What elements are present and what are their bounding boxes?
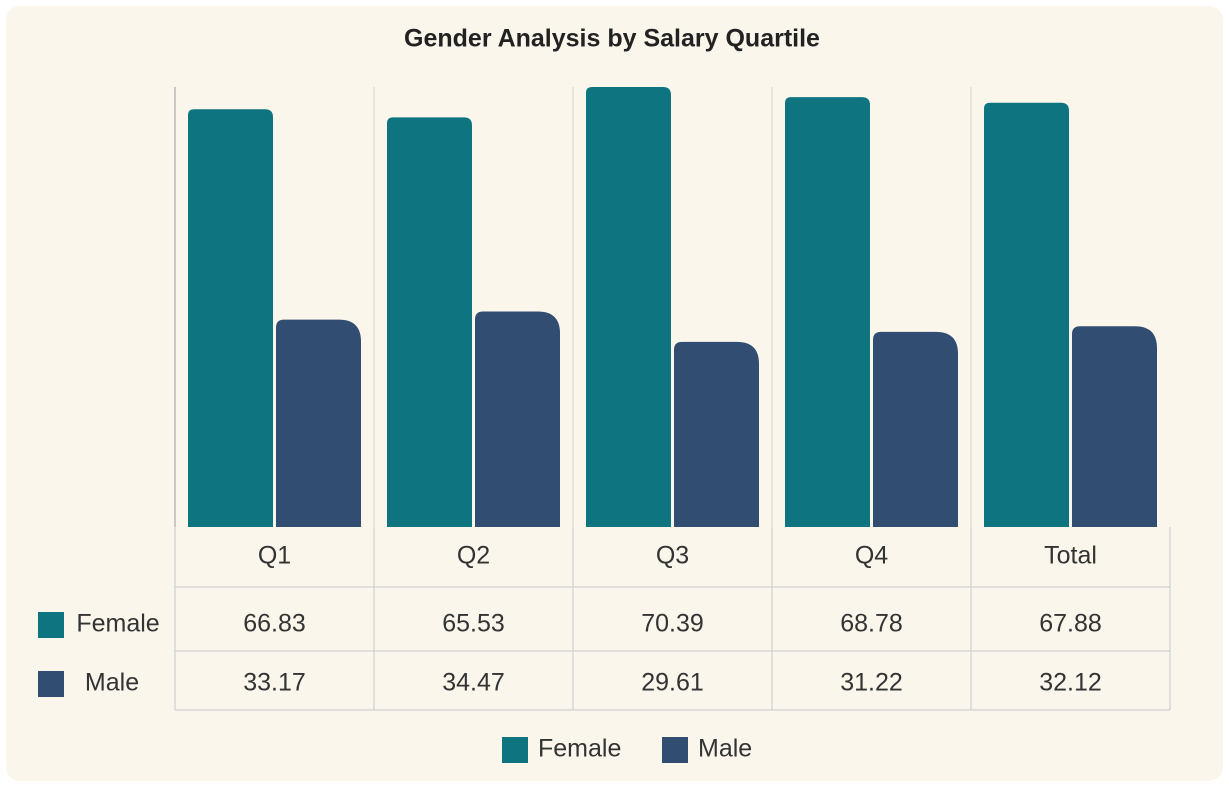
table-value: 34.47 xyxy=(442,669,505,697)
bar xyxy=(188,109,273,527)
chart-title: Gender Analysis by Salary Quartile xyxy=(404,25,820,53)
table-header: Q3 xyxy=(656,542,689,570)
legend-label: Male xyxy=(698,735,752,763)
table-value: 65.53 xyxy=(442,610,505,638)
table-value: 31.22 xyxy=(840,669,903,697)
table-header: Q4 xyxy=(855,542,888,570)
table-header: Q1 xyxy=(258,542,291,570)
table-value: 33.17 xyxy=(243,669,306,697)
legend-swatch xyxy=(662,737,688,763)
table-value: 32.12 xyxy=(1039,669,1102,697)
row-label: Male xyxy=(85,669,139,697)
table-value: 70.39 xyxy=(641,610,704,638)
bar xyxy=(1072,326,1157,527)
bar xyxy=(873,331,958,527)
row-legend-swatch xyxy=(38,671,64,697)
legend-swatch xyxy=(502,737,528,763)
bar xyxy=(475,311,560,527)
row-legend-swatch xyxy=(38,612,64,638)
row-label: Female xyxy=(76,610,159,638)
bar xyxy=(984,102,1069,527)
legend-label: Female xyxy=(538,735,621,763)
bar xyxy=(785,97,870,527)
table-header: Q2 xyxy=(457,542,490,570)
bar xyxy=(674,341,759,527)
table-value: 67.88 xyxy=(1039,610,1102,638)
bar xyxy=(276,319,361,527)
table-header: Total xyxy=(1044,542,1097,570)
bar xyxy=(586,87,671,527)
bar xyxy=(387,117,472,527)
table-value: 68.78 xyxy=(840,610,903,638)
table-value: 29.61 xyxy=(641,669,704,697)
table-value: 66.83 xyxy=(243,610,306,638)
